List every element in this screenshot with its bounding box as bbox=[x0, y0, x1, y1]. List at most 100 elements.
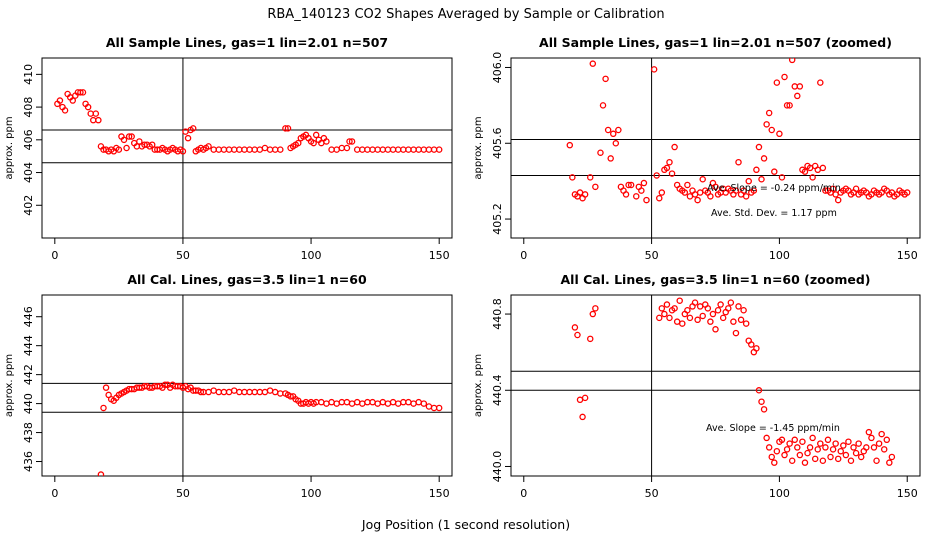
data-point bbox=[837, 447, 845, 455]
data-point bbox=[77, 89, 84, 96]
data-point bbox=[236, 146, 243, 153]
data-point bbox=[294, 139, 302, 147]
data-point bbox=[328, 146, 335, 153]
data-point bbox=[210, 146, 217, 153]
data-point bbox=[827, 453, 834, 461]
data-point bbox=[666, 314, 673, 322]
data-point bbox=[768, 126, 775, 134]
data-point bbox=[778, 436, 786, 444]
data-point bbox=[834, 455, 842, 463]
data-point bbox=[679, 320, 686, 327]
data-point bbox=[791, 436, 798, 444]
data-point bbox=[251, 146, 258, 153]
data-point bbox=[819, 457, 827, 465]
data-point bbox=[589, 310, 597, 318]
data-point bbox=[430, 146, 438, 153]
data-point bbox=[712, 326, 719, 333]
data-point bbox=[748, 341, 755, 348]
y-tick-label: 410 bbox=[22, 64, 35, 85]
data-point bbox=[817, 440, 824, 447]
data-point bbox=[740, 187, 747, 194]
data-point bbox=[725, 305, 732, 312]
data-point bbox=[643, 196, 650, 204]
data-point bbox=[627, 181, 635, 189]
data-point bbox=[737, 316, 745, 324]
data-point bbox=[102, 384, 110, 391]
data-point bbox=[776, 130, 783, 138]
data-point bbox=[400, 398, 407, 406]
data-point bbox=[661, 310, 668, 318]
panel-title: All Sample Lines, gas=1 lin=2.01 n=507 (… bbox=[539, 35, 892, 50]
y-tick-label: 405.6 bbox=[491, 128, 504, 160]
data-point bbox=[56, 97, 64, 104]
y-tick-label: 408 bbox=[22, 97, 35, 118]
data-point bbox=[809, 434, 816, 442]
data-point bbox=[87, 110, 94, 117]
data-point bbox=[92, 110, 100, 117]
data-point bbox=[271, 146, 279, 153]
data-point bbox=[435, 146, 443, 153]
data-point bbox=[95, 116, 102, 124]
data-point bbox=[389, 398, 397, 406]
data-point bbox=[696, 189, 704, 196]
data-point bbox=[615, 126, 622, 134]
data-point bbox=[261, 144, 269, 152]
data-point bbox=[348, 138, 356, 145]
x-tick-label: 100 bbox=[301, 249, 322, 262]
x-tick-label: 0 bbox=[520, 487, 527, 500]
data-point bbox=[400, 146, 407, 153]
data-point bbox=[801, 168, 809, 175]
data-point bbox=[607, 155, 614, 162]
data-point bbox=[310, 139, 317, 147]
main-title: RBA_140123 CO2 Shapes Averaged by Sample… bbox=[267, 7, 664, 22]
data-point bbox=[394, 400, 402, 407]
data-point bbox=[241, 388, 248, 396]
data-point bbox=[694, 196, 701, 204]
data-point bbox=[794, 444, 801, 451]
data-point bbox=[671, 305, 678, 312]
data-point bbox=[225, 388, 233, 396]
data-point bbox=[359, 400, 366, 407]
data-point bbox=[79, 89, 87, 96]
data-point bbox=[581, 394, 589, 402]
data-point bbox=[364, 146, 371, 153]
data-point bbox=[277, 390, 284, 397]
x-tick-label: 50 bbox=[176, 249, 190, 262]
plot-frame bbox=[41, 57, 453, 239]
y-axis-label: approx. ppm bbox=[473, 354, 484, 417]
data-point bbox=[338, 144, 346, 152]
data-point bbox=[755, 143, 763, 151]
data-point bbox=[592, 305, 599, 312]
data-point bbox=[189, 125, 197, 132]
data-point bbox=[663, 164, 671, 172]
y-tick-label: 406.0 bbox=[491, 52, 504, 84]
data-point bbox=[903, 189, 911, 196]
data-point bbox=[829, 446, 837, 453]
data-point bbox=[666, 158, 673, 166]
data-point bbox=[863, 444, 870, 451]
data-point bbox=[328, 398, 335, 406]
data-point bbox=[883, 436, 891, 444]
data-point bbox=[323, 400, 330, 407]
data-point bbox=[845, 438, 852, 445]
data-point bbox=[663, 301, 671, 308]
data-point bbox=[581, 191, 589, 198]
data-point bbox=[668, 170, 676, 177]
data-point bbox=[136, 138, 143, 145]
chart-panel-1: All Sample Lines, gas=1 lin=2.01 n=507 0 5… bbox=[4, 35, 453, 262]
data-point bbox=[653, 172, 660, 179]
data-point bbox=[696, 303, 704, 310]
data-point bbox=[742, 320, 750, 327]
data-point bbox=[727, 299, 735, 306]
data-point bbox=[809, 174, 816, 181]
data-point bbox=[571, 324, 579, 331]
data-point bbox=[676, 297, 683, 304]
data-point bbox=[771, 459, 778, 466]
data-point bbox=[814, 446, 822, 453]
data-point bbox=[875, 440, 883, 447]
data-point bbox=[612, 140, 620, 147]
data-point bbox=[768, 453, 775, 461]
y-tick-label: 444 bbox=[22, 335, 35, 356]
data-point bbox=[338, 398, 346, 406]
